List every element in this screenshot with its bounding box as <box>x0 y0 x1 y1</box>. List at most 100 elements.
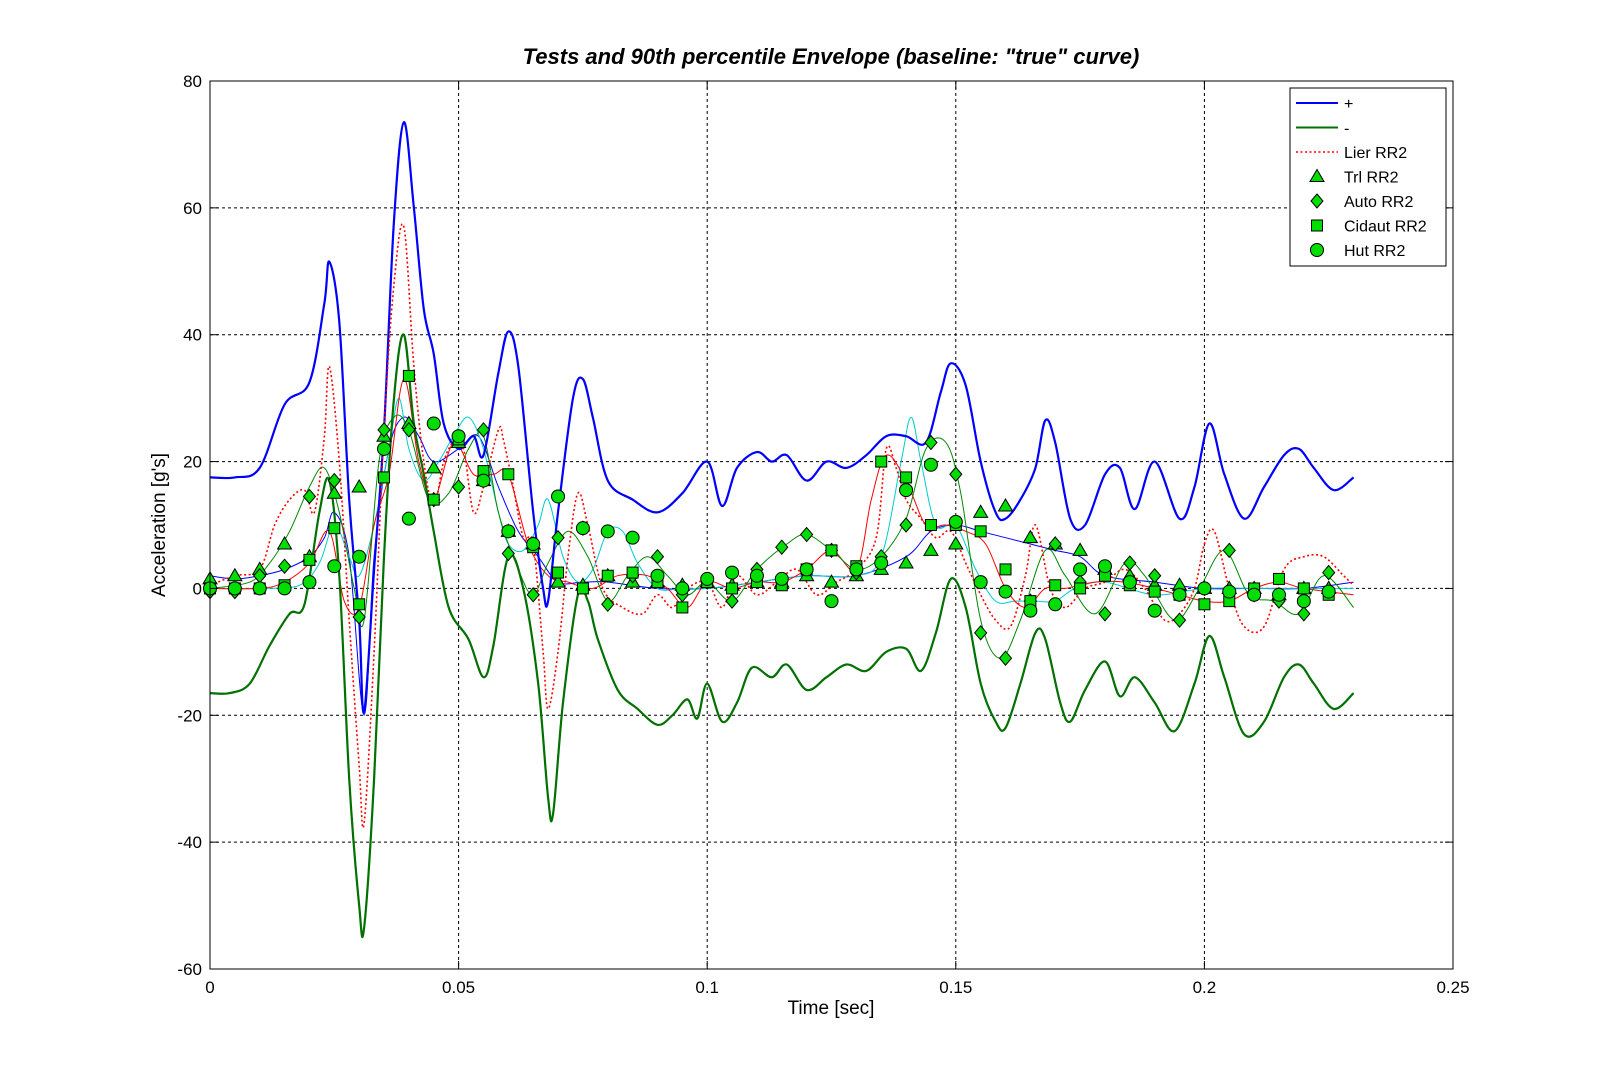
hut-rr2-marker <box>501 524 516 539</box>
series-lines <box>209 121 1355 939</box>
cidaut-rr2-marker <box>825 544 838 557</box>
trl-rr2-marker <box>898 555 914 569</box>
hut-rr2-marker <box>1073 562 1088 577</box>
cidaut-rr2-marker <box>502 468 515 481</box>
cidaut-rr2-marker <box>328 522 341 535</box>
hut-rr2-marker <box>551 489 566 504</box>
cidaut-rr2-marker <box>626 566 639 579</box>
auto-rr2-marker <box>551 529 565 546</box>
hut-rr2-marker <box>1197 581 1212 596</box>
y-tick-label: 0 <box>193 579 202 598</box>
legend-cidaut-rr2-label: Cidaut RR2 <box>1344 219 1427 236</box>
legend-trl-rr2-label: Trl RR2 <box>1344 170 1399 187</box>
hut-rr2-marker <box>725 565 740 580</box>
trl-rr2-marker <box>947 536 964 550</box>
hut-rr2-marker <box>1122 575 1137 590</box>
lower-envelope-line <box>209 333 1355 939</box>
auto-rr2-marker <box>974 625 988 641</box>
trl-rr2-marker <box>997 497 1014 512</box>
cidaut-rr2-marker <box>552 566 565 579</box>
y-axis-label: Acceleration [g's] <box>149 453 170 597</box>
trl-rr2-marker <box>1072 542 1088 556</box>
auto-rr2-marker <box>451 479 466 495</box>
auto-rr2-marker <box>899 517 913 533</box>
legend-hut-rr2-swatch <box>1310 243 1324 257</box>
hut-rr2-marker <box>252 581 267 596</box>
series-markers <box>202 369 1337 666</box>
x-tick-label: 0.15 <box>939 978 972 997</box>
plot-area <box>210 81 1453 969</box>
legend-cidaut-rr2-swatch <box>1311 219 1323 232</box>
legend-trl-rr2-swatch <box>1309 168 1325 182</box>
hut-rr2-marker <box>923 457 938 472</box>
x-axis-label: Time [sec] <box>788 998 875 1019</box>
legend: + - Lier RR2 Trl RR2 Auto RR2 Cidaut RR2 Hut R… <box>1289 87 1447 267</box>
axis-ticks: 0 0.05 0.1 0.15 0.2 0.25 -60 -40 -20 0 20 40 60 80 <box>177 72 1469 997</box>
auto-rr2-marker <box>775 539 789 555</box>
hut-rr2-marker <box>1097 559 1112 574</box>
legend-hut-rr2-label: Hut RR2 <box>1344 243 1405 260</box>
cidaut-rr2-marker <box>1272 572 1285 585</box>
hut-rr2-marker <box>998 584 1013 599</box>
hut-rr2-marker <box>1147 603 1162 618</box>
cidaut-rr2-marker <box>1148 585 1161 598</box>
hut-rr2-marker <box>749 568 764 583</box>
legend-auto-rr2-swatch <box>1310 193 1324 209</box>
y-tick-label: 20 <box>183 453 202 472</box>
y-tick-label: -20 <box>177 706 202 725</box>
legend-auto-rr2-label: Auto RR2 <box>1344 194 1413 211</box>
legend-lower-envelope-label: - <box>1344 121 1349 138</box>
cidaut-rr2-marker <box>900 471 913 484</box>
hut-rr2-marker <box>899 483 914 498</box>
hut-rr2-marker <box>526 537 541 552</box>
cidaut-rr2-marker <box>303 553 316 566</box>
auto-rr2-marker <box>1297 606 1311 622</box>
y-tick-label: 40 <box>183 326 202 345</box>
hut-rr2-marker <box>1321 584 1336 599</box>
hut-rr2-marker <box>426 416 441 431</box>
auto-rr2-marker <box>277 558 292 574</box>
cidaut-rr2-marker <box>601 569 614 582</box>
x-tick-label: 0.25 <box>1436 978 1469 997</box>
plot-frame <box>209 80 1454 970</box>
hut-rr2-marker <box>675 581 690 596</box>
trl-rr2-marker <box>226 567 243 582</box>
cidaut-rr2-marker <box>924 519 937 531</box>
auto-rr2-marker <box>1123 555 1137 571</box>
hut-rr2-marker <box>973 575 988 590</box>
auto-rr2-marker <box>327 472 341 489</box>
auto-rr2-marker <box>1322 564 1336 581</box>
auto-rr2-marker <box>799 526 814 543</box>
x-tick-label: 0 <box>205 978 214 997</box>
auto-rr2-marker <box>601 596 615 613</box>
cidaut-rr2-marker <box>999 563 1012 576</box>
hut-rr2-marker <box>799 562 814 577</box>
trl-rr2-marker <box>326 485 343 499</box>
cidaut-rr2-marker <box>726 582 739 595</box>
y-tick-label: 80 <box>183 72 202 91</box>
x-tick-label: 0.2 <box>1193 978 1217 997</box>
auto-rr2-marker <box>1222 542 1236 559</box>
trl-rr2-marker <box>823 574 840 588</box>
hut-rr2-marker <box>451 429 466 444</box>
hut-rr2-marker <box>1296 594 1311 609</box>
hut-rr2-marker <box>650 568 665 583</box>
trl-rr2-marker <box>351 478 368 493</box>
cidaut-rr2-marker <box>427 493 440 506</box>
cidaut-rr2-marker <box>1297 582 1310 595</box>
hut-rr2-marker <box>352 549 367 564</box>
hut-rr2-marker <box>1172 587 1187 602</box>
hut-rr2-marker <box>575 521 590 536</box>
cidaut-rr2-marker <box>378 471 391 484</box>
auto-rr2-marker <box>476 422 491 438</box>
hut-rr2-marker <box>600 524 615 539</box>
trl-rr2-marker <box>276 536 293 550</box>
legend-upper-envelope-label: + <box>1344 96 1353 113</box>
cidaut-rr2-marker <box>576 582 589 595</box>
hut-rr2-marker <box>401 511 416 526</box>
hut-rr2-marker <box>1247 587 1262 602</box>
cidaut-rr2-marker <box>974 525 987 538</box>
hut-rr2-marker <box>874 556 889 571</box>
legend-lier-rr2-label: Lier RR2 <box>1344 145 1407 162</box>
